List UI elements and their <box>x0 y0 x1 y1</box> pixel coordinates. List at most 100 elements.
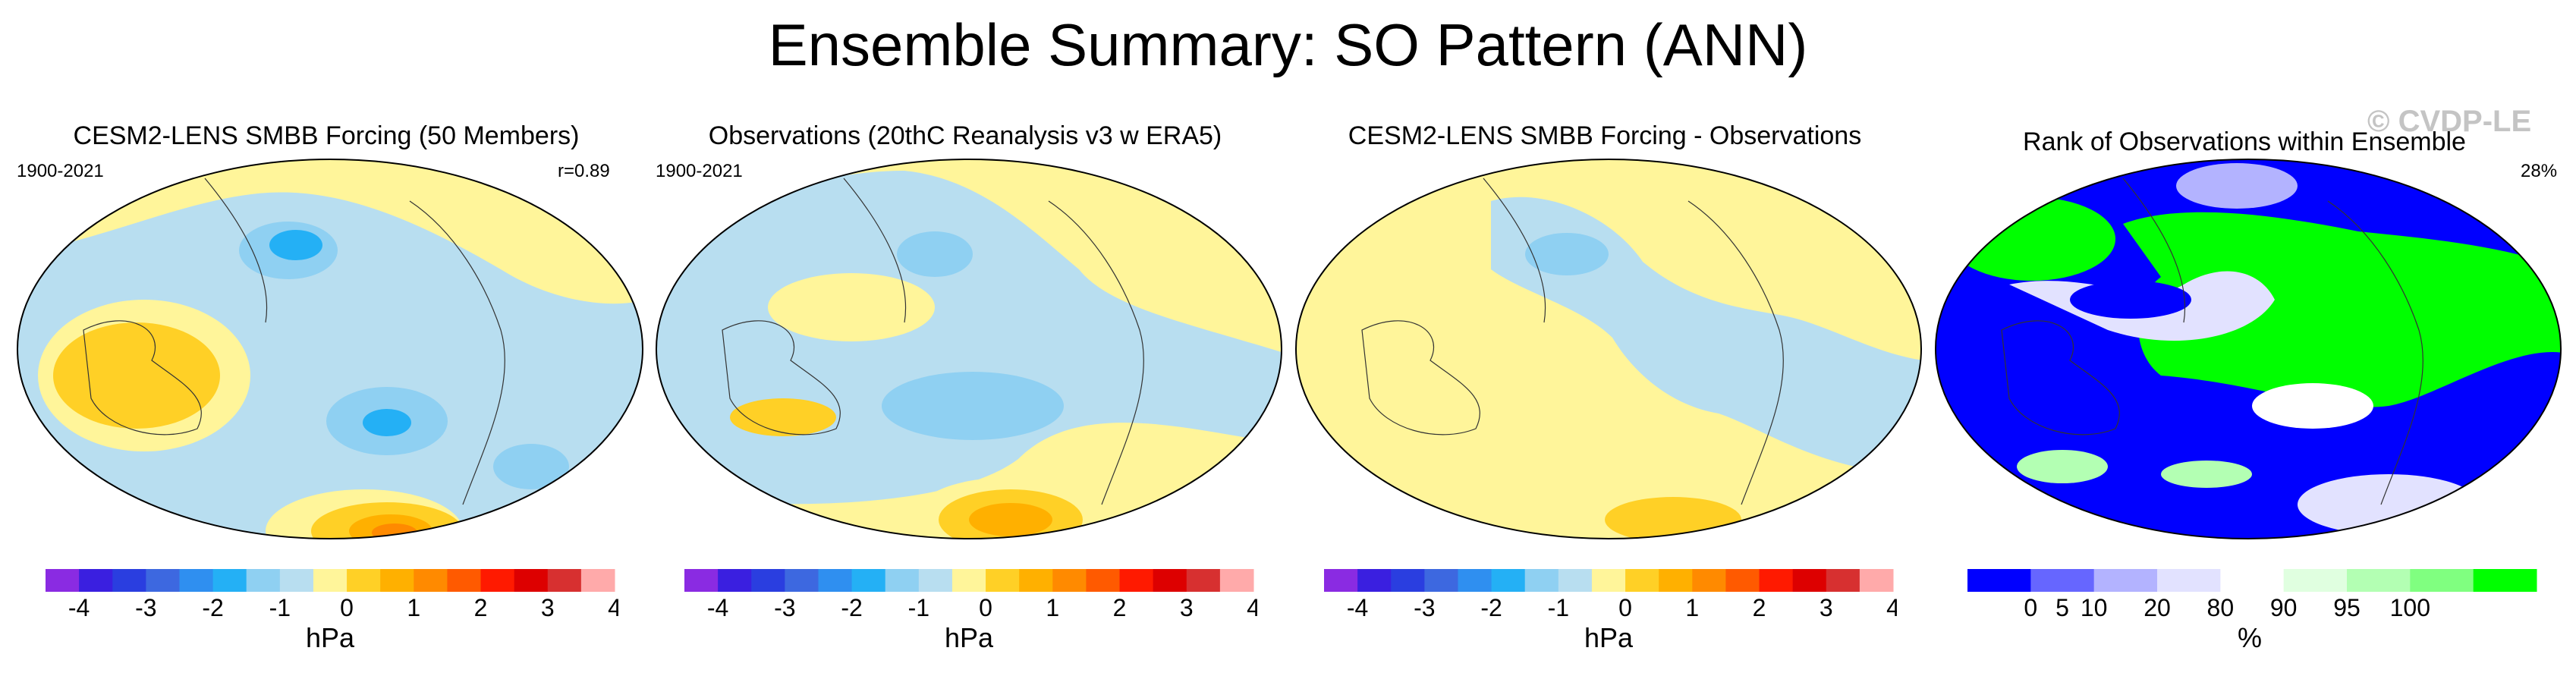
positive-center-aus <box>730 398 836 436</box>
hpa-colorbar-3-swatch <box>1659 569 1693 592</box>
hpa-colorbar-3-swatch <box>1591 569 1626 592</box>
hpa-colorbar-1-tick-label: 0 <box>340 594 354 621</box>
positive-region-tropics <box>768 273 935 341</box>
rank-mid-far-south <box>2298 474 2480 535</box>
hpa-colorbar-2-swatch <box>885 569 920 592</box>
hpa-colorbar-3-swatch <box>1859 569 1894 592</box>
map-cesm2 <box>17 159 643 539</box>
rank-colorbar-swatch <box>2347 569 2411 592</box>
coastline-americas <box>2122 178 2423 505</box>
rank-high-south <box>2017 450 2108 483</box>
hpa-colorbar-2-swatch <box>951 569 986 592</box>
hpa-colorbar-1-swatch <box>279 569 314 592</box>
hpa-colorbar-3-swatch <box>1424 569 1458 592</box>
hpa-colorbar-3-tick-label: -1 <box>1548 594 1569 621</box>
hpa-colorbar-1-swatch <box>212 569 247 592</box>
rank-colorbar-swatch <box>2220 569 2285 592</box>
rank-colorbar-swatch <box>1967 569 2031 592</box>
hpa-colorbar-3-tick-label: 2 <box>1753 594 1766 621</box>
panel-2-title: Observations (20thC Reanalysis v3 w ERA5… <box>708 121 1222 150</box>
coastline-australia <box>83 320 202 435</box>
map-border <box>1295 159 1922 539</box>
hpa-colorbar-3-swatch <box>1792 569 1827 592</box>
panel-3-title: CESM2-LENS SMBB Forcing - Observations <box>1348 121 1862 150</box>
hpa-colorbar-2-tick-label: -4 <box>707 594 728 621</box>
hpa-colorbar-2-tick-label: 0 <box>979 594 992 621</box>
rank-colorbar-tick-label: 5 <box>2055 594 2069 621</box>
hpa-colorbar-3-swatch <box>1524 569 1559 592</box>
hpa-colorbar-1-swatch <box>179 569 214 592</box>
hpa-colorbar-1-swatch <box>347 569 381 592</box>
hpa-colorbar-1-tick-label: -1 <box>269 594 291 621</box>
hpa-colorbar-2-swatch <box>785 569 819 592</box>
hpa-colorbar-1-tick-label: 2 <box>474 594 488 621</box>
hpa-colorbar-3-swatch <box>1357 569 1392 592</box>
hpa-colorbar-1-tick-label: 1 <box>407 594 420 621</box>
coastline-australia <box>1361 320 1480 435</box>
unit-label-3: hPa <box>1584 622 1634 653</box>
hpa-colorbar-3-tick-label: -4 <box>1347 594 1368 621</box>
rank-colorbar-swatch <box>2093 569 2158 592</box>
hpa-colorbar-3-swatch <box>1324 569 1358 592</box>
rank-mid-spac <box>2252 383 2373 429</box>
hpa-colorbar-1-swatch <box>112 569 146 592</box>
coastline-australia <box>2001 320 2120 435</box>
hpa-colorbar-1-tick-label: -3 <box>135 594 156 621</box>
hpa-colorbar-2-swatch <box>818 569 853 592</box>
rank-colorbar-tick-label: 100 <box>2390 594 2430 621</box>
negative-center-spac <box>882 372 1064 440</box>
colorbar-hpa-1: -4 -3 -2 -1 0 1 2 3 4 <box>46 569 618 621</box>
rank-colorbar-swatch <box>2410 569 2474 592</box>
hpa-colorbar-1-tick-label: -4 <box>68 594 90 621</box>
hpa-colorbar-2-swatch <box>684 569 719 592</box>
panel-2-years: 1900-2021 <box>656 161 743 181</box>
negative-core-npac <box>269 230 322 260</box>
hpa-colorbar-1-tick-label: -2 <box>202 594 223 621</box>
map-border <box>17 159 643 539</box>
hpa-colorbar-1-swatch <box>146 569 180 592</box>
hpa-colorbar-2-swatch <box>1186 569 1221 592</box>
rank-colorbar-tick-label: 90 <box>2270 594 2298 621</box>
hpa-colorbar-1-swatch <box>46 569 80 592</box>
rank-colorbar-swatch <box>2473 569 2537 592</box>
hpa-colorbar-2-swatch <box>1153 569 1187 592</box>
negative-center-satl <box>493 444 569 489</box>
hpa-colorbar-3-swatch <box>1558 569 1593 592</box>
hpa-colorbar-2-tick-label: 4 <box>1247 594 1257 621</box>
hpa-colorbar-2-tick-label: 3 <box>1180 594 1194 621</box>
hpa-colorbar-2-swatch <box>1019 569 1053 592</box>
map-border <box>1935 159 2562 539</box>
rank-colorbar-swatch <box>2283 569 2348 592</box>
hpa-colorbar-1-swatch <box>79 569 113 592</box>
rank-colorbar-tick-label: 10 <box>2081 594 2108 621</box>
rank-colorbar-swatch <box>2157 569 2221 592</box>
hpa-colorbar-3-swatch <box>1725 569 1760 592</box>
hpa-colorbar-2-swatch <box>718 569 752 592</box>
positive-center-south <box>1605 497 1741 539</box>
hpa-colorbar-2-swatch <box>1119 569 1154 592</box>
hpa-colorbar-3-swatch <box>1625 569 1659 592</box>
hpa-colorbar-2-swatch <box>1219 569 1254 592</box>
hpa-colorbar-2-tick-label: -1 <box>908 594 929 621</box>
panel-4-rank-percent: 28% <box>2521 161 2558 181</box>
hpa-colorbar-3-tick-label: 4 <box>1886 594 1897 621</box>
unit-label-2: hPa <box>944 622 994 653</box>
colorbar-hpa-3: -4 -3 -2 -1 0 1 2 3 4 <box>1324 569 1897 621</box>
panel-1-correlation: r=0.89 <box>558 161 610 181</box>
map-observations <box>656 159 1282 539</box>
rank-colorbar-tick-label: 80 <box>2207 594 2235 621</box>
rank-high-northwest <box>1949 197 2115 281</box>
rank-high-south-2 <box>2161 461 2252 488</box>
hpa-colorbar-2-tick-label: -2 <box>841 594 862 621</box>
hpa-colorbar-3-swatch <box>1391 569 1425 592</box>
positive-center-aus <box>53 322 220 429</box>
coastline-australia <box>722 320 841 435</box>
hpa-colorbar-2-swatch <box>918 569 953 592</box>
hpa-colorbar-1-swatch <box>246 569 281 592</box>
unit-label-4: % <box>2237 622 2262 653</box>
hpa-colorbar-1-swatch <box>580 569 615 592</box>
negative-center-npac <box>897 231 973 277</box>
hpa-colorbar-3-tick-label: 3 <box>1820 594 1833 621</box>
rank-mid-north <box>2176 163 2298 209</box>
hpa-colorbar-3-swatch <box>1692 569 1726 592</box>
